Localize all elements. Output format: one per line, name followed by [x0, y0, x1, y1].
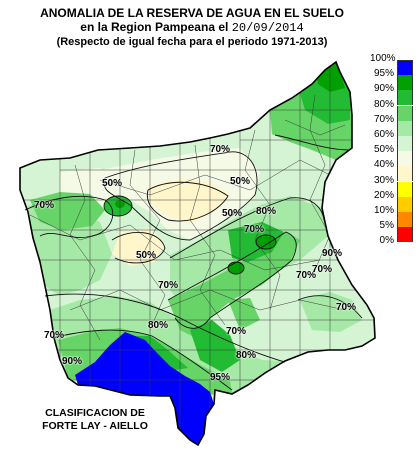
legend-swatch — [397, 60, 413, 76]
contour-label: 90% — [62, 356, 83, 367]
legend-item: 90% — [370, 83, 418, 106]
legend-swatch — [397, 90, 413, 106]
legend-label: 10% — [373, 204, 394, 216]
legend-label: 40% — [373, 159, 394, 171]
contour-label: 80% — [236, 350, 257, 361]
title-line-3: (Respecto de igual fecha para el periodo… — [56, 36, 328, 48]
region-outline — [19, 60, 376, 447]
legend-swatch — [397, 196, 413, 212]
contour-label: 50% — [222, 208, 243, 219]
legend-swatch — [397, 75, 413, 91]
legend-label: 95% — [373, 68, 394, 80]
contour-label: 50% — [102, 178, 123, 189]
contour-label: 90% — [322, 248, 343, 259]
contour-label: 70% — [312, 264, 333, 275]
contour-label: 70% — [296, 270, 317, 281]
isolines — [24, 134, 363, 391]
legend-label: 60% — [373, 128, 394, 140]
classification-credit: CLASIFICACION DE FORTE LAY - AIELLO — [20, 407, 170, 433]
legend-item: 50% — [370, 144, 418, 167]
title-line-2: en la Region Pampeana el 20/09/2014 — [0, 20, 384, 35]
legend-label: 90% — [373, 83, 394, 95]
legend-label: 100% — [370, 53, 396, 64]
contour-label: 80% — [256, 206, 277, 217]
contour-label: 50% — [230, 176, 251, 187]
legend-swatch — [397, 135, 413, 151]
legend-label: 5% — [379, 220, 394, 232]
legend-item: 40% — [370, 159, 418, 182]
legend-item: 60% — [370, 129, 418, 151]
legend-label: 80% — [373, 98, 394, 110]
legend-item: 5% — [370, 220, 418, 243]
legend-item: 95% — [370, 68, 418, 91]
credit-line-2: FORTE LAY - AIELLO — [42, 420, 148, 432]
legend-swatch — [397, 181, 413, 197]
legend-item: 70% — [370, 114, 418, 136]
map-title: ANOMALIA DE LA RESERVA DE AGUA EN EL SUE… — [0, 6, 384, 49]
contour-label: 95% — [210, 372, 231, 383]
legend-swatch — [397, 120, 413, 136]
map-date: 20/09/2014 — [231, 21, 304, 35]
legend-swatch — [397, 227, 413, 243]
legend-item: 80% — [370, 99, 418, 121]
title-line-1: ANOMALIA DE LA RESERVA DE AGUA EN EL SUE… — [40, 6, 344, 20]
legend-label: 30% — [373, 174, 394, 186]
contour-label: 70% — [210, 144, 231, 155]
contour-label: 70% — [226, 326, 247, 337]
legend-item: 20% — [370, 190, 418, 212]
legend-swatch — [397, 211, 413, 227]
title-line-2-prefix: en la Region Pampeana el — [80, 20, 229, 34]
legend-label: 50% — [373, 144, 394, 156]
contour-label: 70% — [336, 302, 357, 313]
legend-item: 0% — [370, 235, 418, 257]
legend-label: 70% — [373, 113, 394, 125]
legend-item: 100% — [370, 53, 418, 76]
legend-item: 30% — [370, 175, 418, 197]
contour-label: 50% — [136, 250, 157, 261]
credit-line-1: CLASIFICACION DE — [45, 407, 145, 419]
legend-swatch — [397, 151, 413, 167]
legend-label: 20% — [373, 189, 394, 201]
contour-label: 70% — [158, 280, 179, 291]
legend-item: 10% — [370, 205, 418, 227]
legend-swatch — [397, 105, 413, 121]
contour-label: 70% — [244, 224, 265, 235]
legend-swatch — [397, 166, 413, 182]
contour-label: 70% — [34, 200, 55, 211]
contour-label: 70% — [44, 330, 65, 341]
legend-label: 0% — [379, 235, 394, 247]
contour-label: 80% — [148, 320, 169, 331]
color-legend: 100% 95% 90% 80% 70% 60% 50% 40% 30% 20% 10% 5% 0% — [370, 53, 418, 257]
